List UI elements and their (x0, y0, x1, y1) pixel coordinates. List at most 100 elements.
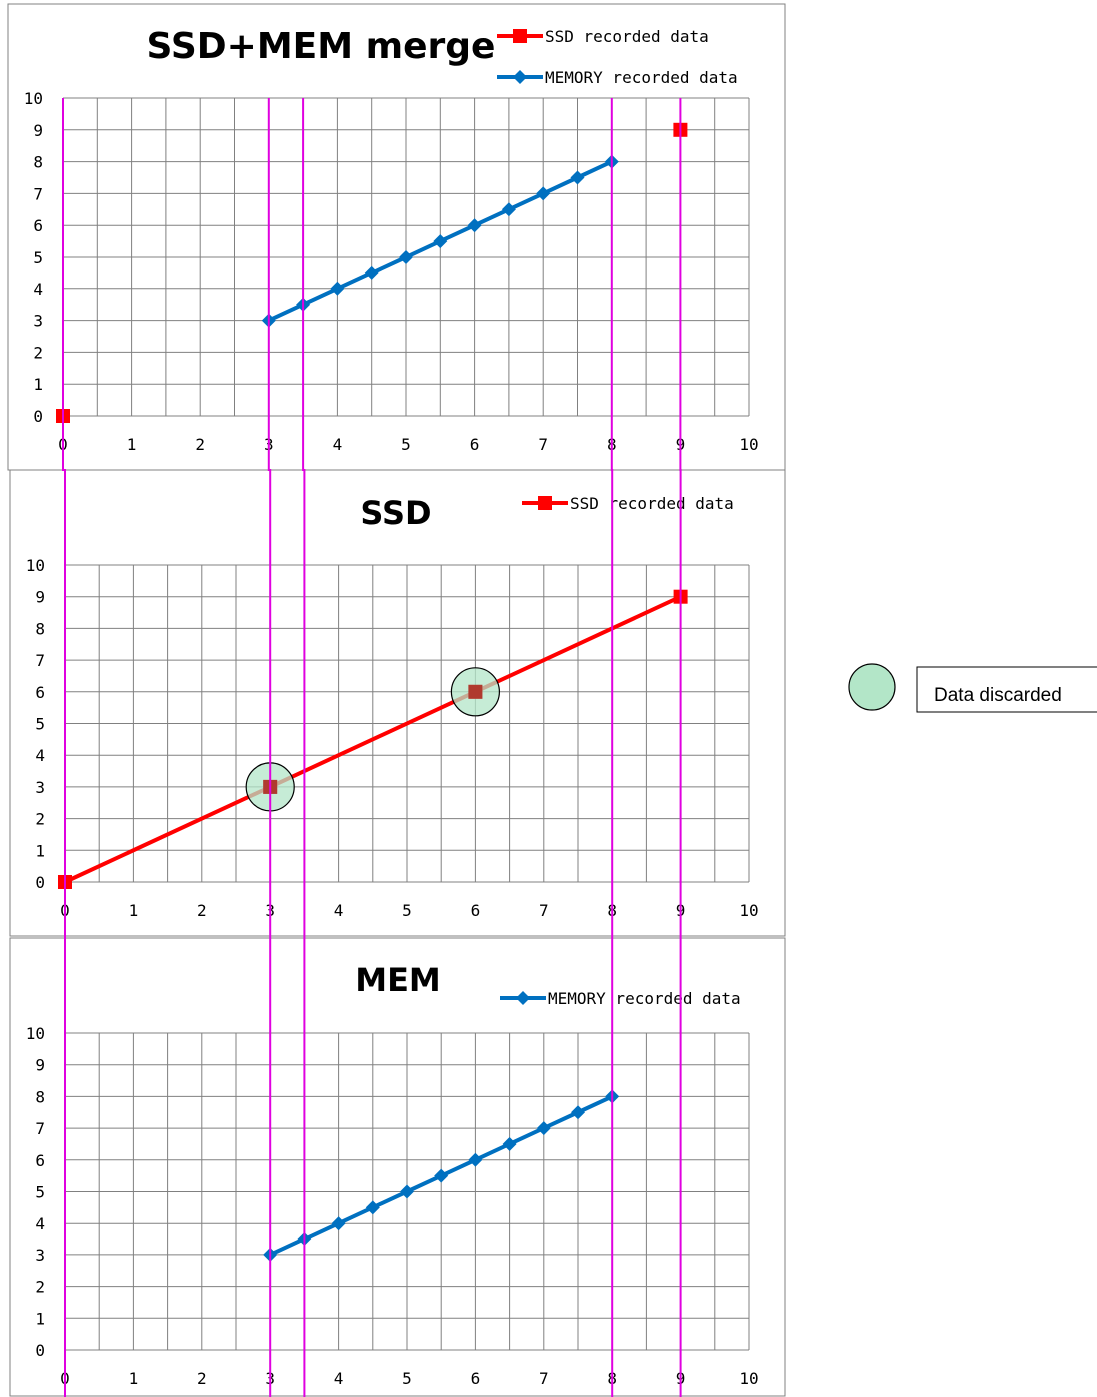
data-point (570, 170, 585, 185)
y-tick-label: 10 (26, 556, 45, 575)
y-tick-label: 8 (35, 1087, 45, 1106)
x-tick-label: 7 (539, 901, 549, 920)
y-tick-label: 5 (35, 715, 45, 734)
y-tick-label: 5 (33, 248, 43, 267)
x-tick-label: 4 (334, 901, 344, 920)
y-tick-label: 2 (33, 343, 43, 362)
x-tick-label: 1 (129, 901, 139, 920)
data-point (399, 250, 413, 264)
guide-line (62, 98, 66, 1397)
y-tick-label: 10 (26, 1024, 45, 1043)
y-tick-label: 9 (33, 121, 43, 140)
y-tick-label: 5 (35, 1183, 45, 1202)
y-tick-label: 0 (35, 1341, 45, 1360)
y-tick-label: 9 (35, 1056, 45, 1075)
x-tick-label: 5 (402, 901, 412, 920)
green-circle-icon (848, 663, 896, 711)
legend-entry: SSD recorded data (497, 27, 709, 46)
x-tick-label: 10 (739, 1369, 758, 1388)
data-point (468, 1152, 483, 1167)
data-point (400, 1184, 414, 1199)
data-point (433, 234, 448, 249)
x-tick-label: 5 (402, 1369, 412, 1388)
legend-marker (513, 29, 527, 43)
y-tick-label: 9 (35, 588, 45, 607)
y-tick-label: 4 (33, 280, 43, 299)
y-tick-label: 3 (35, 1246, 45, 1265)
legend-label: MEMORY recorded data (548, 989, 741, 1008)
discarded-point (468, 684, 483, 699)
x-tick-label: 2 (197, 901, 207, 920)
legend-label: SSD recorded data (545, 27, 709, 46)
chart-title: SSD (360, 494, 431, 532)
x-tick-label: 7 (538, 435, 548, 454)
x-tick-label: 4 (334, 1369, 344, 1388)
y-tick-label: 7 (35, 1119, 45, 1138)
legend-entry: MEMORY recorded data (500, 989, 741, 1008)
series-memory (263, 1089, 620, 1262)
data-point (502, 1136, 517, 1151)
series-memory (261, 154, 619, 328)
y-tick-label: 8 (33, 153, 43, 172)
discarded-legend-box (916, 666, 1097, 713)
chart-title: MEM (355, 961, 441, 999)
legend-marker (538, 496, 552, 510)
y-tick-label: 0 (35, 873, 45, 892)
data-point (364, 265, 379, 280)
x-tick-label: 6 (471, 901, 481, 920)
data-point (571, 1105, 585, 1120)
chart-frame (9, 937, 786, 1397)
y-tick-label: 6 (35, 1151, 45, 1170)
y-tick-label: 7 (35, 651, 45, 670)
x-tick-label: 2 (197, 1369, 207, 1388)
y-tick-label: 2 (35, 1278, 45, 1297)
y-tick-label: 6 (35, 683, 45, 702)
data-point (434, 1168, 449, 1183)
y-tick-label: 4 (35, 1214, 45, 1233)
legend-label: SSD recorded data (570, 494, 734, 513)
legend-marker (513, 70, 527, 84)
y-tick-label: 7 (33, 184, 43, 203)
y-tick-label: 6 (33, 216, 43, 235)
x-tick-label: 5 (401, 435, 411, 454)
y-tick-label: 0 (33, 407, 43, 426)
y-tick-label: 3 (33, 312, 43, 331)
discarded-legend-label: Data discarded (934, 685, 1062, 706)
y-tick-label: 3 (35, 778, 45, 797)
data-point (330, 281, 345, 296)
series-line (64, 594, 682, 884)
chart-frame (9, 469, 786, 937)
legend-marker (516, 991, 530, 1005)
chart-frame (7, 3, 786, 471)
data-point (501, 202, 516, 217)
guide-line (267, 98, 272, 1397)
data-point (365, 1200, 380, 1215)
data-point (467, 218, 482, 233)
data-point (536, 1121, 551, 1136)
x-tick-label: 10 (739, 435, 758, 454)
y-tick-label: 1 (33, 375, 43, 394)
data-point (331, 1216, 346, 1231)
chart-title: SSD+MEM merge (147, 26, 496, 67)
y-tick-label: 4 (35, 746, 45, 765)
x-tick-label: 6 (471, 1369, 481, 1388)
y-tick-label: 10 (24, 89, 43, 108)
legend-entry: MEMORY recorded data (497, 68, 738, 87)
y-tick-label: 1 (35, 1309, 45, 1328)
y-tick-label: 8 (35, 619, 45, 638)
y-tick-label: 2 (35, 810, 45, 829)
x-tick-label: 10 (739, 901, 758, 920)
data-point (536, 186, 551, 201)
y-tick-label: 1 (35, 841, 45, 860)
discarded-legend: Data discarded (848, 663, 1097, 713)
x-tick-label: 7 (539, 1369, 549, 1388)
x-tick-label: 4 (333, 435, 343, 454)
legend-entry: SSD recorded data (522, 494, 734, 513)
vertical-guide-lines (62, 98, 682, 1397)
x-tick-label: 1 (127, 435, 137, 454)
legend-label: MEMORY recorded data (545, 68, 738, 87)
